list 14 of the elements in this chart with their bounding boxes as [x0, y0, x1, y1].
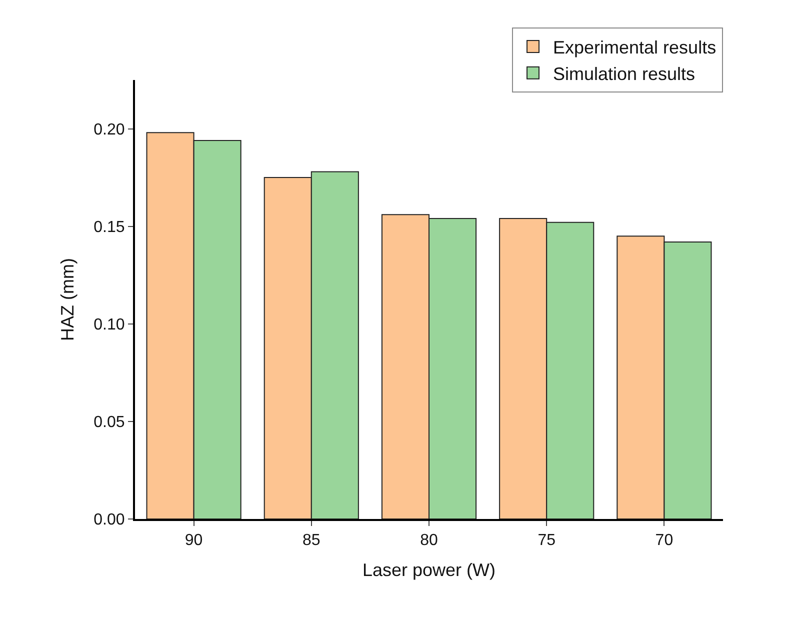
y-axis-title: HAZ (mm): [57, 258, 78, 341]
y-tick-label: 0.10: [94, 316, 125, 334]
x-axis-title: Laser power (W): [362, 560, 496, 580]
y-tick-label: 0.15: [94, 218, 125, 236]
y-tick-label: 0.20: [94, 121, 125, 138]
x-tick-label: 80: [420, 532, 438, 550]
x-tick-label: 75: [538, 532, 556, 550]
x-tick-label: 70: [655, 532, 674, 550]
x-tick-label: 85: [302, 532, 320, 550]
y-tick-label: 0.00: [94, 512, 125, 529]
y-tick-label: 0.05: [94, 414, 125, 432]
x-tick-label: 90: [184, 532, 203, 550]
legend-label: Experimental results: [553, 38, 716, 58]
legend-label: Simulation results: [553, 64, 696, 84]
